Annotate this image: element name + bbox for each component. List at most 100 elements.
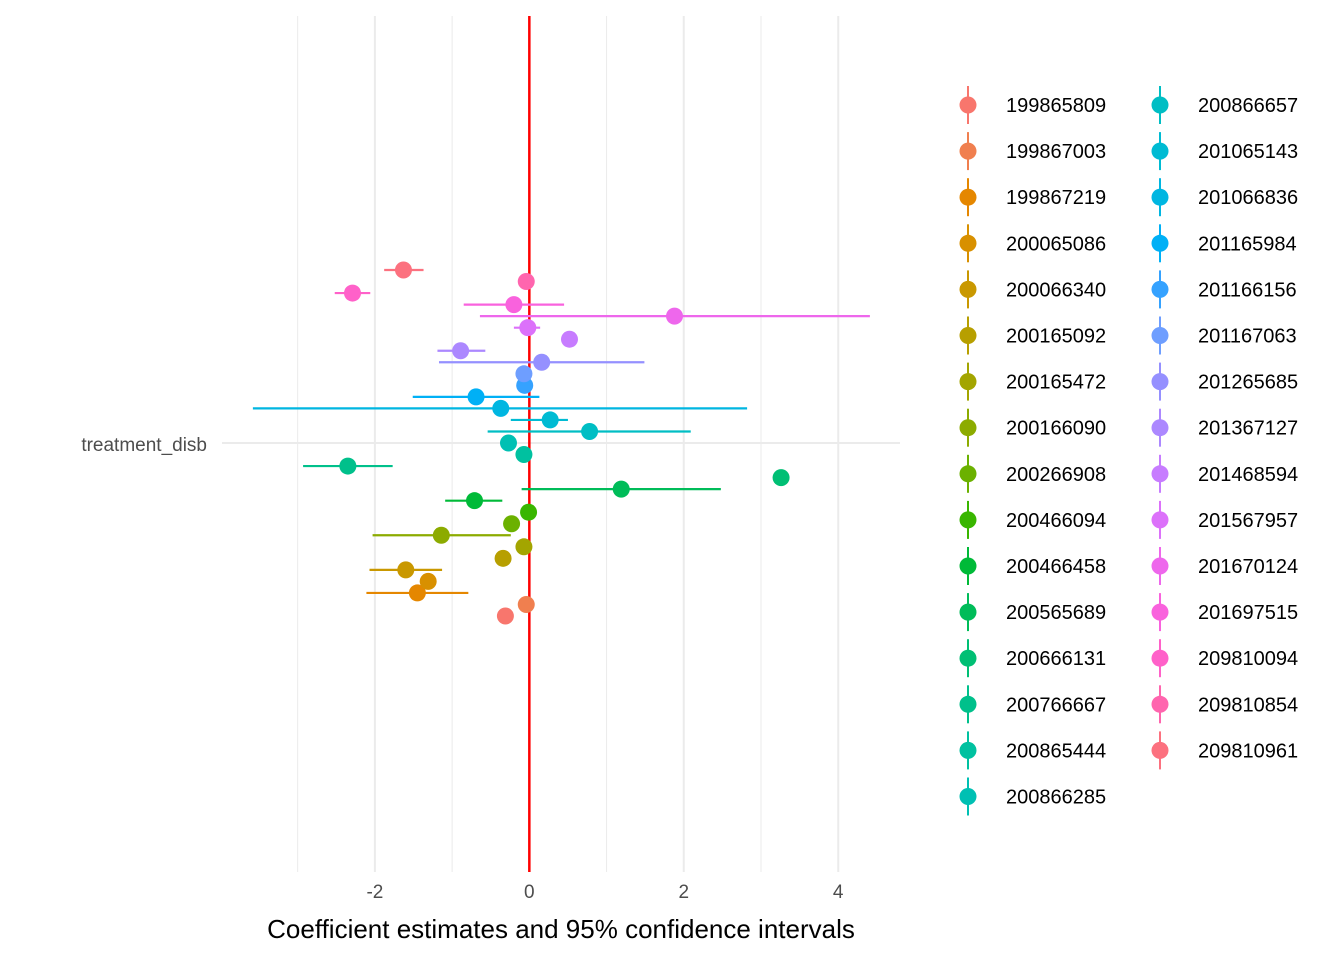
legend-item: 200766667 [959,685,1106,724]
grid-lines [222,16,900,872]
legend-key-point [959,557,977,575]
legend-item: 200065086 [959,224,1106,263]
estimate-point [496,607,514,625]
estimate-point [520,503,538,521]
estimate-point [503,515,521,533]
estimate-point [515,538,533,556]
estimate-point [666,307,684,325]
legend-item: 200865444 [959,731,1106,770]
legend-key-point [959,188,977,206]
legend-label: 200165092 [1006,326,1106,348]
legend-key-point [1151,741,1169,759]
legend-item: 209810854 [1151,685,1298,724]
estimate-point [344,284,362,302]
legend-item: 201468594 [1151,454,1298,493]
legend-item: 201165984 [1151,224,1297,263]
legend-item: 209810094 [1151,639,1298,678]
estimate-point [419,572,437,590]
legend-label: 199867219 [1006,187,1106,209]
y-category-label: treatment_disb [81,435,207,456]
legend-item: 201697515 [1151,593,1298,632]
x-tick-label: 4 [833,882,844,903]
legend-label: 199865809 [1006,95,1106,117]
legend-key-point [959,373,977,391]
legend-item: 200166090 [959,408,1106,447]
legend-label: 209810961 [1198,740,1298,762]
legend-key-point [959,327,977,344]
estimate-point [432,526,450,544]
estimate-point [560,330,578,348]
legend-key-point [959,511,977,529]
legend-label: 199867003 [1006,141,1106,163]
legend-key-point [959,419,977,437]
legend-label: 200466094 [1006,510,1106,532]
legend-key-point [1151,373,1169,391]
estimate-point [408,584,426,602]
legend-item: 199867003 [959,132,1106,171]
estimate-point [581,422,599,440]
legend-key-point [1151,465,1169,483]
legend-label: 209810854 [1198,694,1298,716]
legend-item: 200565689 [959,593,1106,632]
x-tick-label: 2 [678,882,689,903]
legend-item: 201166156 [1151,270,1297,309]
legend-item: 201167063 [1151,316,1297,355]
estimate-point [452,342,470,360]
legend-key-point [1151,649,1169,667]
axes: treatment_disb Coefficient estimates and… [81,435,855,944]
legend-label: 201468594 [1198,464,1298,486]
legend-key-point [1151,419,1169,437]
legend-key-point [959,741,977,759]
legend-label: 200666131 [1006,648,1106,670]
legend-label: 201065143 [1198,141,1298,163]
legend-key-point [959,649,977,667]
estimate-point [541,411,559,429]
legend-label: 201066836 [1198,187,1298,209]
legend-label: 200165472 [1006,372,1106,394]
legend-key-point [1151,234,1169,252]
legend-item: 200165472 [959,362,1106,401]
legend-item: 201065143 [1151,132,1298,171]
legend-key-point [959,603,977,621]
estimate-point [394,261,412,279]
estimate-point [515,365,533,383]
legend-label: 201670124 [1198,556,1298,578]
x-tick-label: -2 [366,882,383,903]
x-axis-label: Coefficient estimates and 95% confidence… [267,914,855,944]
estimate-point [612,480,630,498]
legend-item: 200066340 [959,270,1106,309]
legend-label: 201697515 [1198,602,1298,624]
estimate-point [519,319,537,337]
legend-key-point [959,96,977,114]
legend-item: 201265685 [1151,362,1298,401]
legend-label: 201165984 [1198,233,1297,255]
legend-label: 200266908 [1006,464,1106,486]
estimate-point [397,561,415,579]
legend-key-point [959,695,977,713]
legend-item: 200666131 [959,639,1106,678]
legend-item: 200866657 [1151,86,1298,124]
legend-item: 200165092 [959,316,1106,355]
legend-label: 200065086 [1006,233,1106,255]
data-marks [252,261,870,625]
legend-key-point [1151,188,1169,206]
legend-label: 200865444 [1006,740,1106,762]
legend-item: 201367127 [1151,408,1298,447]
legend-label: 201367127 [1198,418,1298,440]
estimate-point [466,492,484,510]
legend-item: 199865809 [959,86,1106,124]
estimate-point [517,273,535,291]
legend-key-point [1151,96,1169,114]
legend-label: 200866285 [1006,787,1106,809]
estimate-point [533,353,551,371]
legend-label: 201167063 [1198,326,1297,348]
legend-key-point [1151,511,1169,529]
estimate-point [499,434,517,452]
legend-key-point [1151,280,1169,298]
legend-key-point [1151,557,1169,575]
legend-item: 201670124 [1151,547,1298,585]
legend-key-point [959,142,977,160]
legend-label: 201567957 [1198,510,1298,532]
estimate-point [505,296,523,314]
